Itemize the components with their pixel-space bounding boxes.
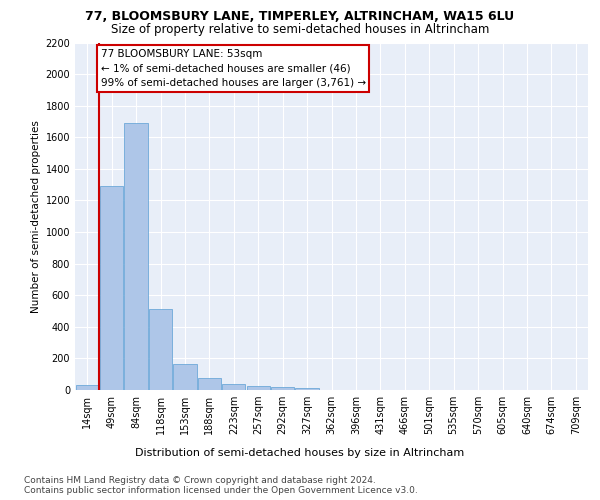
Bar — [222, 384, 245, 390]
Bar — [198, 378, 221, 390]
Bar — [149, 310, 172, 390]
Bar — [124, 123, 148, 390]
Bar — [76, 386, 99, 390]
Text: Contains HM Land Registry data © Crown copyright and database right 2024.: Contains HM Land Registry data © Crown c… — [24, 476, 376, 485]
Text: Contains public sector information licensed under the Open Government Licence v3: Contains public sector information licen… — [24, 486, 418, 495]
Bar — [295, 388, 319, 390]
Text: 77 BLOOMSBURY LANE: 53sqm
← 1% of semi-detached houses are smaller (46)
99% of s: 77 BLOOMSBURY LANE: 53sqm ← 1% of semi-d… — [101, 49, 366, 88]
Text: 77, BLOOMSBURY LANE, TIMPERLEY, ALTRINCHAM, WA15 6LU: 77, BLOOMSBURY LANE, TIMPERLEY, ALTRINCH… — [85, 10, 515, 23]
Bar — [100, 186, 123, 390]
Text: Distribution of semi-detached houses by size in Altrincham: Distribution of semi-detached houses by … — [136, 448, 464, 458]
Bar — [247, 386, 270, 390]
Y-axis label: Number of semi-detached properties: Number of semi-detached properties — [31, 120, 41, 312]
Bar — [271, 387, 294, 390]
Bar — [173, 364, 197, 390]
Text: Size of property relative to semi-detached houses in Altrincham: Size of property relative to semi-detach… — [111, 22, 489, 36]
